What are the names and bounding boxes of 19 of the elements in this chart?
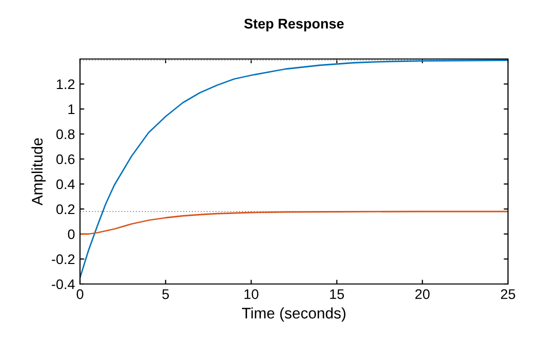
x-tick-label: 15 [330,289,344,300]
y-tick-label: 0 [68,229,75,240]
y-tick-label: 0.2 [56,204,74,214]
y-tick-label: -0.4 [52,279,75,290]
y-tick-label: -0.2 [52,254,74,264]
x-tick-label: 0 [76,289,84,300]
y-tick-label: 0.4 [56,179,75,190]
x-tick-label: 5 [162,289,169,300]
x-tick-label: 20 [415,289,430,300]
x-axis-title: Time (seconds) [242,307,346,322]
x-tick-label: 10 [244,289,258,300]
y-tick-label: 1 [68,104,74,114]
y-tick-label: 0.6 [56,154,75,164]
y-axis-title: Amplitude [31,138,46,206]
y-tick-label: 0.8 [56,129,75,140]
y-tick-label: 1.2 [56,79,74,90]
line-series [80,210,508,235]
x-tick-label: 25 [500,289,516,300]
chart-title: Step Response [244,18,344,32]
